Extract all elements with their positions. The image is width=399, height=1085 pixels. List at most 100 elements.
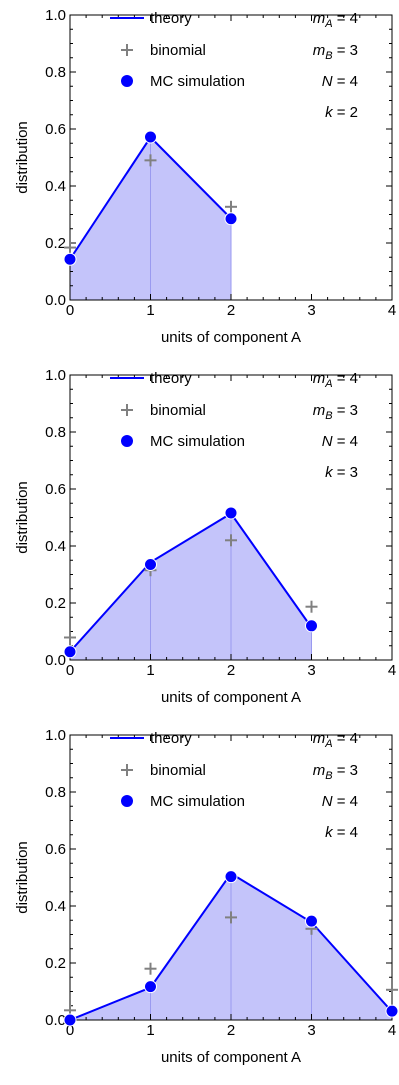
chart-panel-2: 0 1 2 3 4 0.0 0.2 0.4 0.6 0.8 1.0 units of componen… xyxy=(0,360,399,720)
param-2: mB = 3 xyxy=(313,402,358,422)
x-axis-title: units of component A xyxy=(161,689,301,706)
parameters: mA = 4 mB = 3 N = 4 k = 4 xyxy=(313,730,358,841)
param-value: = 3 xyxy=(333,762,358,779)
legend-theory-label: theory xyxy=(150,730,192,747)
legend-mc-label: MC simulation xyxy=(150,73,245,90)
param-value: = 3 xyxy=(333,42,358,59)
parameters: mA = 4mB = 3N = 4k = 2 xyxy=(313,10,358,121)
x-tick-label: 0 xyxy=(66,662,74,679)
chart-svg: 0 1 2 3 4 0.0 0.2 0.4 0.6 0.8 1.0 units of componen… xyxy=(14,727,399,1066)
y-tick-label: 1.0 xyxy=(45,727,66,744)
mc-point xyxy=(385,1004,399,1018)
chart-panel-3: 0 1 2 3 4 0.0 0.2 0.4 0.6 0.8 1.0 units of componen… xyxy=(0,720,399,1080)
mc-point xyxy=(305,914,318,928)
mc-point xyxy=(305,619,318,633)
y-tick-label: 0.6 xyxy=(45,481,66,498)
y-tick-label: 0.4 xyxy=(45,538,66,555)
legend-binomial-label: binomial xyxy=(150,762,206,779)
binomial-point xyxy=(144,154,157,167)
param-symbol: k xyxy=(325,464,334,481)
y-tick-label: 0.8 xyxy=(45,64,66,81)
legend-mc-label: MC simulation xyxy=(150,793,245,810)
param-4: k = 4 xyxy=(325,824,358,841)
param-2: mB = 3 xyxy=(313,762,358,782)
x-tick-label: 3 xyxy=(307,1022,315,1039)
legend: theory binomial MC simulation xyxy=(110,370,245,450)
parameters: mA = 4mB = 3N = 4k = 3 xyxy=(313,370,358,481)
param-symbol: N xyxy=(322,73,333,90)
legend-binomial-label: binomial xyxy=(150,42,206,59)
chart-svg: 0 1 2 3 4 0.0 0.2 0.4 0.6 0.8 1.0 units of componen… xyxy=(14,367,396,706)
mc-point xyxy=(144,980,157,994)
x-tick-label: 1 xyxy=(146,1022,154,1039)
y-tick-label: 0.4 xyxy=(45,178,66,195)
param-subscript: B xyxy=(325,410,332,422)
y-tick-label: 1.0 xyxy=(45,7,66,24)
x-tick-label: 1 xyxy=(146,662,154,679)
param-symbol: k xyxy=(325,104,334,121)
param-symbol: N xyxy=(322,433,333,450)
y-tick-label: 1.0 xyxy=(45,367,66,384)
y-tick-label: 0.2 xyxy=(45,955,66,972)
y-tick-label: 0.0 xyxy=(45,1012,66,1029)
param-subscript: A xyxy=(324,378,332,390)
param-4: k = 3 xyxy=(325,464,358,481)
x-tick-label: 3 xyxy=(307,302,315,319)
binomial-point xyxy=(144,962,157,975)
x-tick-label: 2 xyxy=(227,1022,235,1039)
y-tick-label: 0.0 xyxy=(45,292,66,309)
y-axis-title: distribution xyxy=(14,481,31,554)
param-value: = 3 xyxy=(333,464,358,481)
param-symbol: k xyxy=(325,824,334,841)
theory-area xyxy=(70,513,312,660)
y-tick-label: 0.2 xyxy=(45,595,66,612)
param-symbol: N xyxy=(322,793,333,810)
param-value: = 4 xyxy=(333,10,358,27)
mc-point xyxy=(144,130,157,144)
y-tick-label: 0.8 xyxy=(45,424,66,441)
binomial-point xyxy=(64,241,76,254)
param-symbol: m xyxy=(313,10,326,27)
x-axis-title: units of component A xyxy=(161,1049,301,1066)
legend-mc-swatch xyxy=(121,435,133,447)
legend: theory binomial MC simulation xyxy=(110,730,245,810)
binomial-point xyxy=(386,983,398,996)
param-subscript: A xyxy=(324,18,332,30)
x-tick-label: 1 xyxy=(146,302,154,319)
param-3: N = 4 xyxy=(322,73,358,90)
y-axis-title: distribution xyxy=(14,841,31,914)
legend-mc-swatch xyxy=(121,75,133,87)
param-value: = 4 xyxy=(333,433,358,450)
binomial-point xyxy=(305,600,318,613)
param-value: = 2 xyxy=(333,104,358,121)
param-symbol: m xyxy=(313,370,326,387)
param-value: = 4 xyxy=(333,73,358,90)
param-symbol: m xyxy=(313,730,326,747)
x-tick-label: 3 xyxy=(307,662,315,679)
x-tick-label: 4 xyxy=(388,1022,396,1039)
theory-line xyxy=(69,512,313,653)
legend: theory binomial MC simulation xyxy=(110,10,245,90)
mc-point xyxy=(63,645,77,659)
x-tick-label: 0 xyxy=(66,302,74,319)
param-1: mA = 4 xyxy=(313,730,358,750)
binomial-point xyxy=(225,200,237,213)
y-axis-title: distribution xyxy=(14,121,31,194)
mc-point xyxy=(224,506,238,520)
legend-mc-label: MC simulation xyxy=(150,433,245,450)
y-tick-label: 0.8 xyxy=(45,784,66,801)
param-1: mA = 4 xyxy=(313,370,358,390)
x-tick-label: 0 xyxy=(66,1022,74,1039)
legend-binomial-label: binomial xyxy=(150,402,206,419)
binomial-point xyxy=(64,631,76,644)
binomial-point xyxy=(225,911,237,924)
x-tick-label: 4 xyxy=(388,662,396,679)
param-symbol: m xyxy=(313,402,326,419)
x-tick-label: 4 xyxy=(388,302,396,319)
y-tick-label: 0.4 xyxy=(45,898,66,915)
param-3: N = 4 xyxy=(322,793,358,810)
mc-point xyxy=(63,252,77,266)
chart-svg: 0 1 2 3 4 0.0 0.2 0.4 0.6 0.8 1.0 units of componen… xyxy=(14,7,396,346)
y-tick-label: 0.6 xyxy=(45,121,66,138)
